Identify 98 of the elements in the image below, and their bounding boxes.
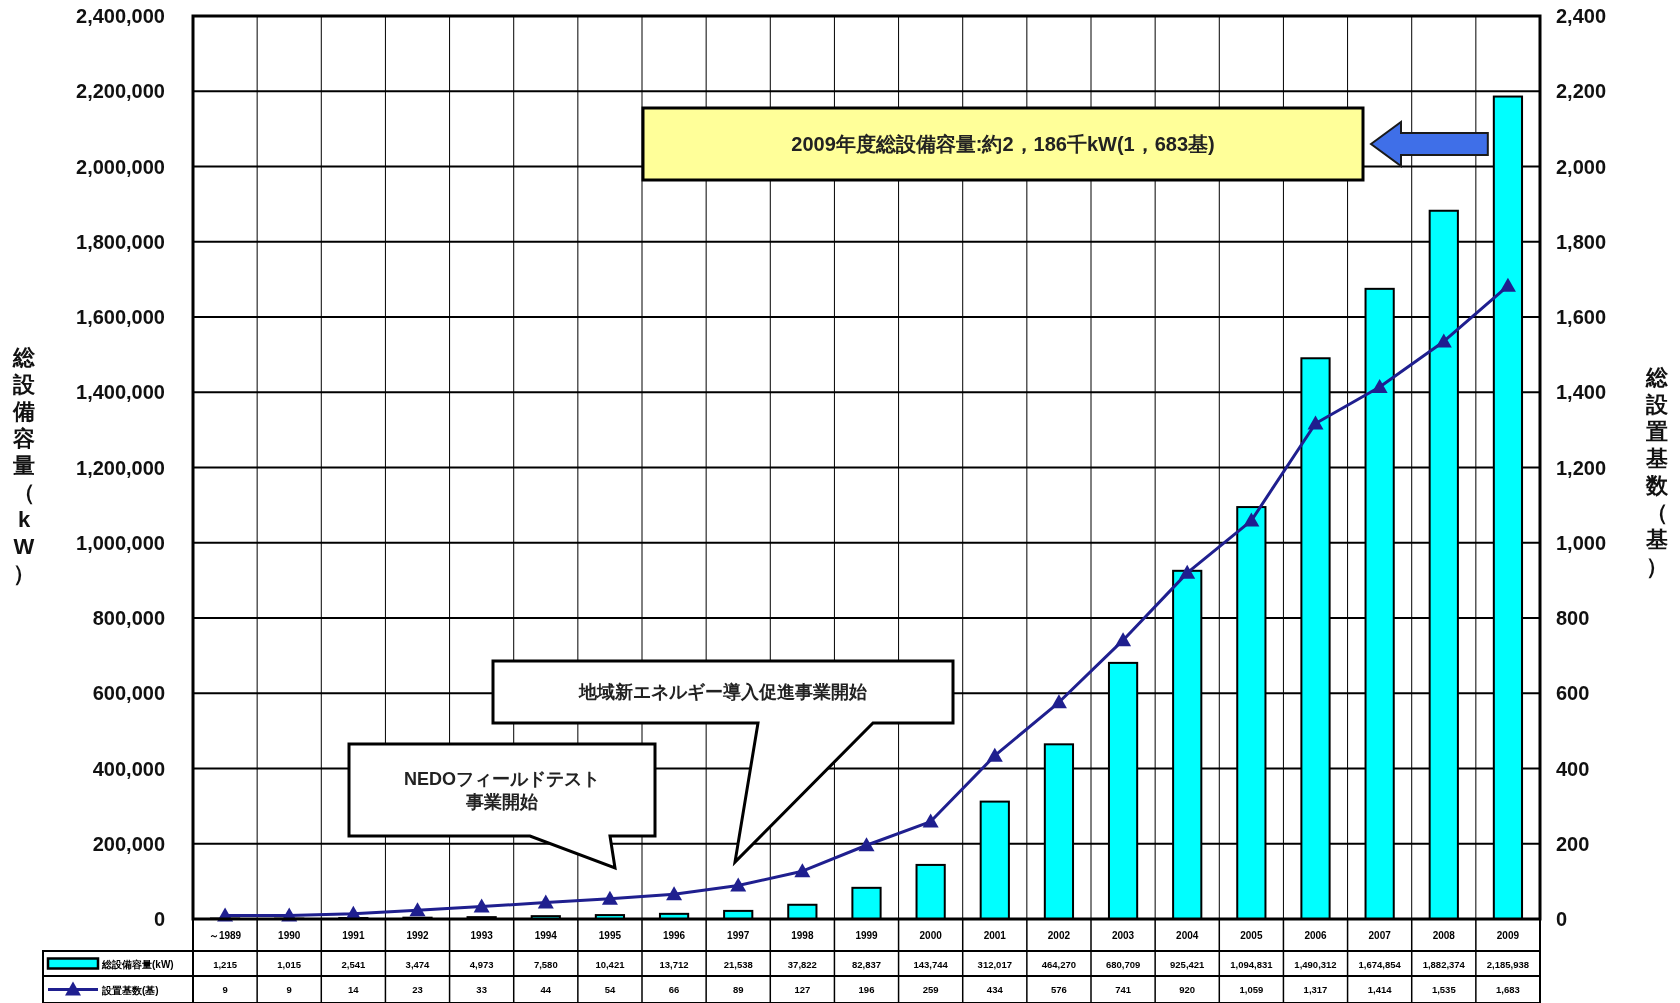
data-label: 259 <box>922 984 939 995</box>
data-label: 1,535 <box>1431 984 1457 995</box>
data-label: 143,744 <box>913 959 949 970</box>
data-label: 920 <box>1179 984 1196 995</box>
data-label: 680,709 <box>1105 959 1141 970</box>
x-tick-label: 1990 <box>278 930 301 941</box>
y-tick-label: 200,000 <box>92 832 165 855</box>
data-label: 10,421 <box>595 959 626 970</box>
data-label: 9 <box>222 984 228 995</box>
data-label: 434 <box>986 984 1004 995</box>
data-label: 2,185,938 <box>1486 959 1530 970</box>
y2-axis-title: 総設置基数（基） <box>1645 365 1669 579</box>
annotation: 2009年度総設備容量:約2，186千kW(1，683基) <box>641 106 1489 182</box>
y-tick-label: 600,000 <box>92 682 165 705</box>
data-label: 66 <box>668 984 680 995</box>
data-label: 1,317 <box>1303 984 1328 995</box>
data-label: 312,017 <box>977 959 1012 970</box>
x-tick-label: 2001 <box>983 930 1007 941</box>
data-label: 1,094,831 <box>1230 959 1274 970</box>
data-label: 21,538 <box>723 959 753 970</box>
y2-tick-label: 0 <box>1556 908 1568 930</box>
x-tick-label: 2000 <box>919 930 943 941</box>
data-label: 196 <box>858 984 875 995</box>
x-tick-label: 2003 <box>1111 930 1135 941</box>
y2-tick-label: 2,000 <box>1556 155 1607 178</box>
data-label: 33 <box>476 984 487 995</box>
x-tick-label: 1996 <box>662 930 686 941</box>
data-label: 14 <box>348 984 360 995</box>
data-label: 89 <box>732 984 744 995</box>
data-label: 44 <box>540 984 552 995</box>
x-tick-label: 1994 <box>534 930 558 941</box>
y-tick-label: 2,400,000 <box>76 5 165 27</box>
y-tick-label: 1,800,000 <box>76 230 165 253</box>
x-tick-label: 2002 <box>1047 930 1071 941</box>
data-label: 1,683 <box>1496 984 1520 995</box>
data-label: 4,973 <box>469 959 494 970</box>
y2-tick-label: 1,000 <box>1556 531 1607 554</box>
data-label: 13,712 <box>659 959 689 970</box>
y-tick-label: 800,000 <box>92 607 165 629</box>
data-label: 741 <box>1115 984 1132 995</box>
data-label: 9 <box>286 984 292 995</box>
x-tick-label: 1997 <box>727 930 750 941</box>
y2-tick-label: 600 <box>1556 682 1590 705</box>
annotation: 地域新エネルギー導入促進事業開始 <box>578 682 868 703</box>
x-tick-label: 1991 <box>342 930 365 941</box>
x-tick-label: 2007 <box>1368 930 1392 941</box>
data-label: 7,580 <box>533 959 558 970</box>
y-tick-label: 1,600,000 <box>76 306 165 328</box>
y-tick-label: 1,400,000 <box>76 381 165 404</box>
data-label: 1,015 <box>277 959 302 970</box>
legend-label: 設置基数(基) <box>101 984 159 996</box>
y2-tick-label: 1,800 <box>1556 230 1607 253</box>
x-tick-label: 1995 <box>598 930 622 941</box>
data-label: 54 <box>604 984 616 995</box>
annotation: NEDOフィールドテスト事業開始 <box>403 768 601 812</box>
y2-tick-label: 800 <box>1556 607 1590 629</box>
data-label: 1,674,854 <box>1358 959 1402 970</box>
y-tick-label: 2,200,000 <box>76 80 165 103</box>
annotation: 2009年度総設備容量:約2，186千kW(1，683基) <box>791 133 1215 155</box>
x-tick-label: 2008 <box>1432 930 1456 941</box>
x-tick-label: 2004 <box>1176 930 1199 941</box>
data-label: 2,541 <box>341 959 366 970</box>
y-tick-label: 1,000,000 <box>76 531 165 554</box>
y2-tick-label: 2,200 <box>1556 80 1607 103</box>
y-tick-label: 0 <box>153 908 165 930</box>
data-label: 925,421 <box>1170 959 1206 970</box>
data-label: 1,414 <box>1367 984 1393 995</box>
x-tick-label: 1999 <box>855 930 879 941</box>
data-label: 1,882,374 <box>1422 959 1466 970</box>
data-label: 1,059 <box>1239 984 1264 995</box>
annotation: NEDOフィールドテスト事業開始 <box>347 742 657 871</box>
y2-tick-label: 200 <box>1556 832 1590 855</box>
y-tick-label: 1,200,000 <box>76 456 165 479</box>
y2-tick-label: 1,200 <box>1556 456 1607 479</box>
x-tick-label: 2009 <box>1496 930 1520 941</box>
legend-label: 総設備容量(kW) <box>101 958 174 970</box>
data-label: 1,490,312 <box>1294 959 1337 970</box>
y2-tick-label: 1,600 <box>1556 306 1607 328</box>
x-tick-label: 1992 <box>406 930 430 941</box>
x-tick-label: 2006 <box>1304 930 1328 941</box>
x-tick-label: 1998 <box>791 930 814 941</box>
data-label: 127 <box>794 984 811 995</box>
y2-tick-label: 400 <box>1556 757 1590 780</box>
y-tick-label: 2,000,000 <box>76 155 165 178</box>
data-label: 464,270 <box>1041 959 1077 970</box>
x-tick-label: 1993 <box>470 930 494 941</box>
data-label: 1,215 <box>213 959 238 970</box>
y2-tick-label: 1,400 <box>1556 381 1607 404</box>
y2-tick-label: 2,400 <box>1556 5 1607 27</box>
data-label: 37,822 <box>787 959 817 970</box>
y-tick-label: 400,000 <box>92 757 165 780</box>
data-label: 82,837 <box>851 959 882 970</box>
text: 総設備容量（kW） <box>13 345 35 586</box>
data-label: 23 <box>412 984 423 995</box>
data-label: 3,474 <box>405 959 431 970</box>
x-tick-label: ～1989 <box>208 930 242 941</box>
data-label: 576 <box>1051 984 1067 995</box>
x-tick-label: 2005 <box>1240 930 1263 941</box>
